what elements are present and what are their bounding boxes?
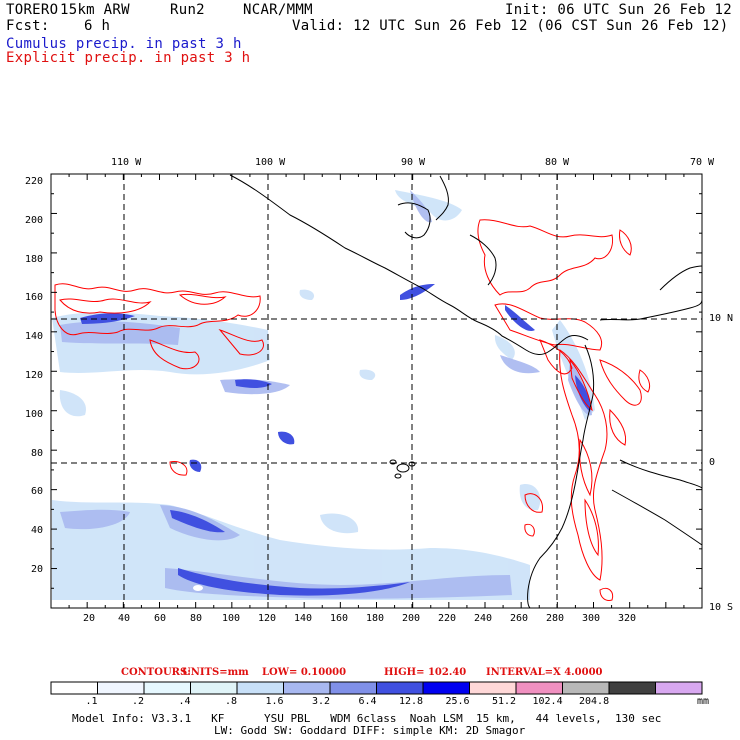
colorbar-swatch (143, 681, 191, 695)
lat-label-10s: 10 S (709, 602, 734, 613)
colorbar-swatch (562, 681, 610, 695)
lon-label-100w: 100 W (255, 157, 286, 168)
lon-label-80w: 80 W (545, 157, 570, 168)
field-explicit-title: Explicit precip. in past 3 h (6, 50, 251, 66)
coastlines (229, 174, 702, 608)
x-tick-320: 320 (618, 613, 637, 624)
field-cumulus-title: Cumulus precip. in past 3 h (6, 36, 242, 52)
y-tick-160: 160 (25, 292, 44, 303)
colorbar-swatch (236, 681, 284, 695)
colorbar-swatch (655, 681, 703, 695)
y-tick-40: 40 (31, 525, 44, 536)
colorbar-level-label: 1.6 (265, 696, 284, 707)
colorbar-swatch (469, 681, 517, 695)
y-tick-220: 220 (25, 176, 44, 187)
lat-lon-grid (51, 174, 702, 608)
x-tick-20: 20 (83, 613, 96, 624)
x-tick-180: 180 (366, 613, 385, 624)
x-tick-280: 280 (546, 613, 565, 624)
colorbar-level-label: 204.8 (579, 696, 610, 707)
colorbar-level-label: 25.6 (445, 696, 470, 707)
colorbar-swatch (422, 681, 470, 695)
y-tick-80: 80 (31, 448, 44, 459)
y-tick-140: 140 (25, 331, 44, 342)
colorbar-swatch (376, 681, 424, 695)
y-tick-20: 20 (31, 564, 44, 575)
lat-label-0: 0 (709, 457, 716, 468)
contour-units: UNITS=mm (182, 667, 249, 678)
colorbar (50, 681, 703, 695)
y-tick-100: 100 (25, 409, 44, 420)
model-resolution: 15km ARW (60, 2, 130, 18)
colorbar-swatch (283, 681, 331, 695)
init-time: Init: 06 UTC Sun 26 Feb 12 (505, 2, 732, 18)
colorbar-level-label: .2 (132, 696, 145, 707)
contour-low: LOW= 0.10000 (262, 667, 347, 678)
x-tick-240: 240 (474, 613, 493, 624)
colorbar-level-label: .1 (85, 696, 98, 707)
x-tick-120: 120 (258, 613, 277, 624)
lon-label-90w: 90 W (401, 157, 426, 168)
x-tick-260: 260 (510, 613, 529, 624)
lat-label-10n: 10 N (709, 313, 734, 324)
explicit-precip-layer (54, 219, 651, 601)
x-tick-220: 220 (438, 613, 457, 624)
model-info-line2: LW: Godd SW: Goddard DIFF: simple KM: 2D… (214, 724, 526, 737)
x-tick-100: 100 (222, 613, 241, 624)
colorbar-swatch (97, 681, 145, 695)
colorbar-level-label: 51.2 (492, 696, 517, 707)
x-tick-160: 160 (330, 613, 349, 624)
x-tick-40: 40 (118, 613, 131, 624)
y-tick-180: 180 (25, 254, 44, 265)
colorbar-level-label: 6.4 (358, 696, 377, 707)
contour-label: CONTOURS: (121, 667, 191, 678)
model-name: TORERO (6, 2, 59, 18)
cumulus-precip-layer (52, 190, 595, 600)
forecast-value: 6 h (84, 18, 111, 34)
x-tick-300: 300 (582, 613, 601, 624)
axis-ticks (51, 174, 702, 608)
colorbar-level-label: 102.4 (532, 696, 563, 707)
colorbar-swatch (190, 681, 238, 695)
y-tick-120: 120 (25, 370, 44, 381)
colorbar-unit: mm (697, 696, 710, 707)
lon-label-110w: 110 W (111, 157, 142, 168)
colorbar-level-label: 3.2 (312, 696, 331, 707)
y-tick-200: 200 (25, 215, 44, 226)
colorbar-swatch (515, 681, 563, 695)
colorbar-level-label: 12.8 (399, 696, 424, 707)
valid-time: Valid: 12 UTC Sun 26 Feb 12 (06 CST Sun … (292, 18, 729, 34)
colorbar-swatch (329, 681, 377, 695)
run-label: Run2 (170, 2, 205, 18)
colorbar-swatch (50, 681, 98, 695)
contour-interval: INTERVAL=X 4.0000 (486, 667, 603, 678)
forecast-label: Fcst: (6, 18, 50, 34)
x-tick-200: 200 (402, 613, 421, 624)
model-info-line1: Model Info: V3.3.1 KF YSU PBL WDM 6class… (72, 712, 662, 725)
contour-high: HIGH= 102.40 (384, 667, 467, 678)
colorbar-swatch (608, 681, 656, 695)
x-tick-60: 60 (154, 613, 167, 624)
x-tick-80: 80 (190, 613, 203, 624)
x-tick-140: 140 (294, 613, 313, 624)
y-tick-60: 60 (31, 486, 44, 497)
organization: NCAR/MMM (243, 2, 313, 18)
colorbar-level-label: .8 (225, 696, 238, 707)
lon-label-70w: 70 W (690, 157, 715, 168)
colorbar-level-label: .4 (178, 696, 191, 707)
